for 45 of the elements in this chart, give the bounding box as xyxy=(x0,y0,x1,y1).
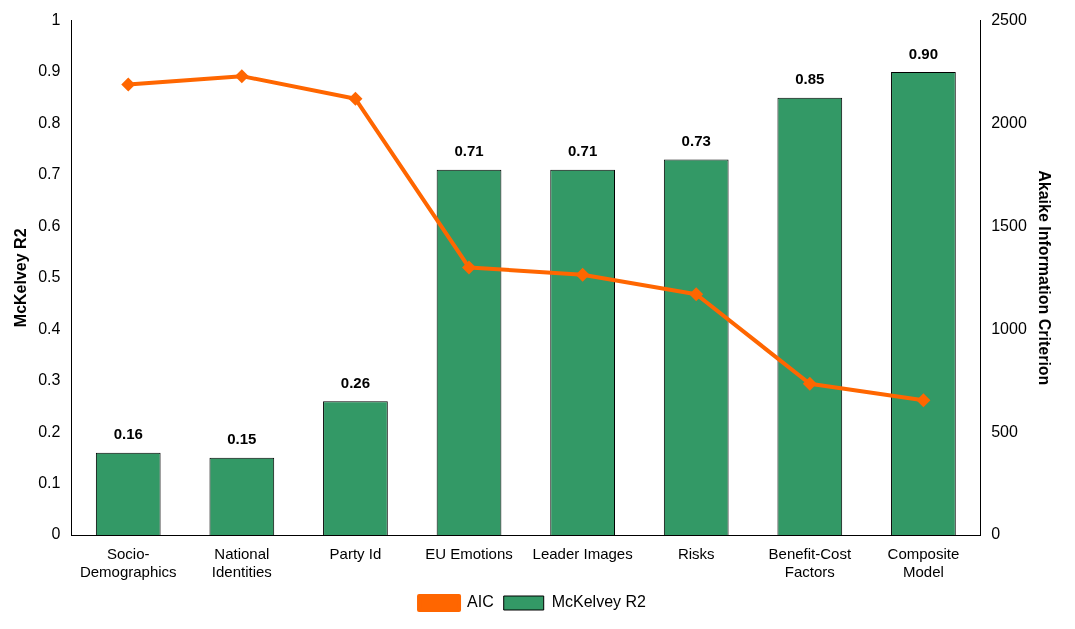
data-label: 0.71 xyxy=(454,142,484,160)
x-tick-label: EU Emotions xyxy=(425,545,513,563)
x-tick-label: Risks xyxy=(677,545,715,563)
legend-label: McKelvey R2 xyxy=(551,593,647,611)
point xyxy=(802,376,817,391)
y-tick-label: 0.9 xyxy=(38,62,61,80)
y-tick-label: 0.8 xyxy=(38,113,61,131)
x-tick-label: Composite Model xyxy=(887,545,960,581)
y2-tick-label: 1500 xyxy=(991,216,1027,234)
y-tick-label: 1 xyxy=(51,11,61,29)
y-tick-label: 0.1 xyxy=(38,473,61,491)
point xyxy=(462,260,477,275)
y2-tick-label: 1000 xyxy=(991,319,1027,337)
point xyxy=(234,69,249,84)
point xyxy=(575,267,590,282)
data-label: 0.71 xyxy=(568,142,598,160)
x-tick-label: Socio- Demographics xyxy=(79,545,177,581)
y2-axis-title: Akaike Information Criterion xyxy=(1035,170,1053,386)
data-label: 0.90 xyxy=(908,44,939,62)
point xyxy=(348,91,363,106)
data-label: 0.26 xyxy=(340,373,371,391)
data-label: 0.85 xyxy=(795,70,825,88)
point xyxy=(689,287,704,302)
y-tick-label: 0.6 xyxy=(38,216,61,234)
y-tick-label: 0.5 xyxy=(38,268,61,286)
y-tick-label: 0.3 xyxy=(38,371,61,389)
y-axis-title: McKelvey R2 xyxy=(12,228,30,328)
y-tick-label: 0.4 xyxy=(38,319,61,337)
y2-tick-label: 2500 xyxy=(991,11,1027,29)
y2-tick-label: 500 xyxy=(991,422,1018,440)
data-label: 0.73 xyxy=(681,132,711,150)
y-tick-label: 0.7 xyxy=(38,165,61,183)
x-tick-label: National Identities xyxy=(211,545,272,581)
point xyxy=(121,77,136,92)
x-tick-label: Benefit-Cost Factors xyxy=(768,545,852,581)
y2-tick-label: 2000 xyxy=(991,113,1027,131)
y-tick-label: 0 xyxy=(51,525,61,543)
data-label: 0.16 xyxy=(113,425,143,443)
y2-tick-label: 0 xyxy=(991,525,1001,543)
data-label: 0.15 xyxy=(227,430,257,448)
point xyxy=(916,393,931,408)
legend-label: AIC xyxy=(467,593,494,611)
x-tick-label: Party Id xyxy=(329,545,382,563)
y-tick-label: 0.2 xyxy=(38,422,61,440)
x-tick-label: Leader Images xyxy=(532,545,633,563)
